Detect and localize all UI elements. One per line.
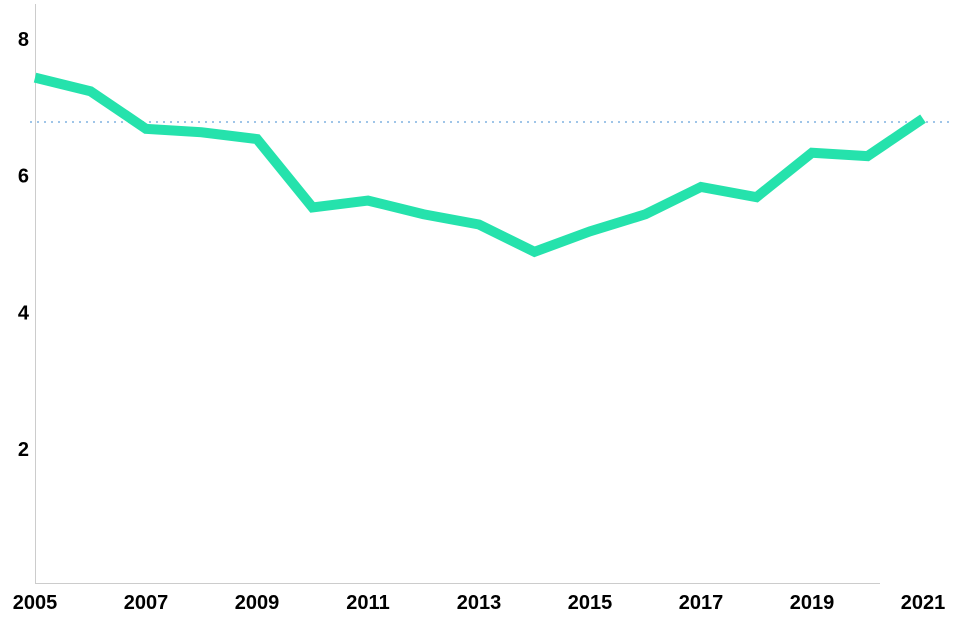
y-tick-label: 6 <box>18 166 29 188</box>
y-tick-label: 4 <box>18 302 30 324</box>
x-tick-label: 2005 <box>13 592 58 614</box>
y-tick-label: 8 <box>18 29 29 51</box>
x-tick-label: 2009 <box>235 592 280 614</box>
x-tick-label: 2007 <box>124 592 169 614</box>
x-tick-label: 2019 <box>790 592 835 614</box>
series-line <box>33 72 926 258</box>
x-tick-label: 2017 <box>679 592 724 614</box>
y-tick-label: 2 <box>18 439 29 461</box>
x-tick-label: 2011 <box>346 592 389 614</box>
x-tick-label: 2015 <box>568 592 613 614</box>
x-tick-label: 2013 <box>457 592 502 614</box>
x-tick-label: 2021 <box>901 592 946 614</box>
